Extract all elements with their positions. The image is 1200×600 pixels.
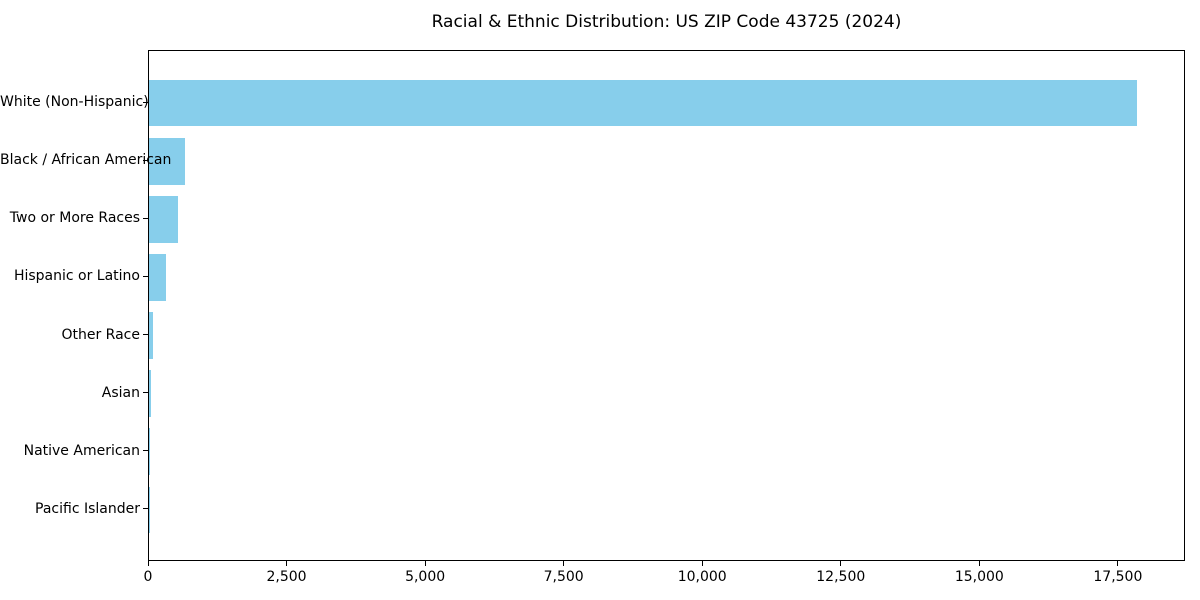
y-tick-label-other-race: Other Race xyxy=(61,326,140,343)
y-tick-mark xyxy=(143,334,148,336)
y-tick-mark xyxy=(143,508,148,510)
x-tick-mark xyxy=(840,561,842,566)
x-tick-mark xyxy=(1117,561,1119,566)
y-tick-label-pacific-islander: Pacific Islander xyxy=(35,500,140,517)
x-tick-label: 17,500 xyxy=(1093,569,1143,585)
x-tick-label: 12,500 xyxy=(816,569,866,585)
y-tick-mark xyxy=(143,450,148,452)
x-tick-label: 0 xyxy=(143,569,153,585)
bar-other-race xyxy=(149,312,153,359)
x-tick-mark xyxy=(147,561,149,566)
x-tick-label: 2,500 xyxy=(266,569,307,585)
bar-hispanic-or-latino xyxy=(149,254,167,301)
y-tick-label-white-non-hispanic: White (Non-Hispanic) xyxy=(0,94,149,111)
bar-two-or-more-races xyxy=(149,196,178,243)
y-tick-label-native-american: Native American xyxy=(23,442,140,459)
x-tick-mark xyxy=(563,561,565,566)
x-tick-label: 15,000 xyxy=(954,569,1004,585)
x-tick-mark xyxy=(286,561,288,566)
y-tick-label-black-african-american: Black / African American xyxy=(0,152,172,169)
y-tick-mark xyxy=(143,217,148,219)
bar-white-non-hispanic xyxy=(149,80,1137,127)
bar-asian xyxy=(149,370,151,417)
x-tick-mark xyxy=(424,561,426,566)
y-tick-mark xyxy=(143,392,148,394)
x-tick-mark xyxy=(701,561,703,566)
y-tick-label-two-or-more-races: Two or More Races xyxy=(9,210,140,227)
plot-area xyxy=(148,50,1185,561)
x-tick-label: 5,000 xyxy=(405,569,446,585)
x-tick-label: 7,500 xyxy=(543,569,584,585)
y-tick-mark xyxy=(143,275,148,277)
y-tick-label-hispanic-or-latino: Hispanic or Latino xyxy=(13,268,140,285)
x-tick-mark xyxy=(978,561,980,566)
bar-native-american xyxy=(149,428,150,475)
x-tick-label: 10,000 xyxy=(677,569,727,585)
y-tick-mark xyxy=(143,101,148,103)
bars-layer xyxy=(149,51,1184,560)
bar-black-african-american xyxy=(149,138,186,185)
y-tick-mark xyxy=(143,159,148,161)
chart-title: Racial & Ethnic Distribution: US ZIP Cod… xyxy=(431,12,902,32)
y-tick-label-asian: Asian xyxy=(101,384,140,401)
